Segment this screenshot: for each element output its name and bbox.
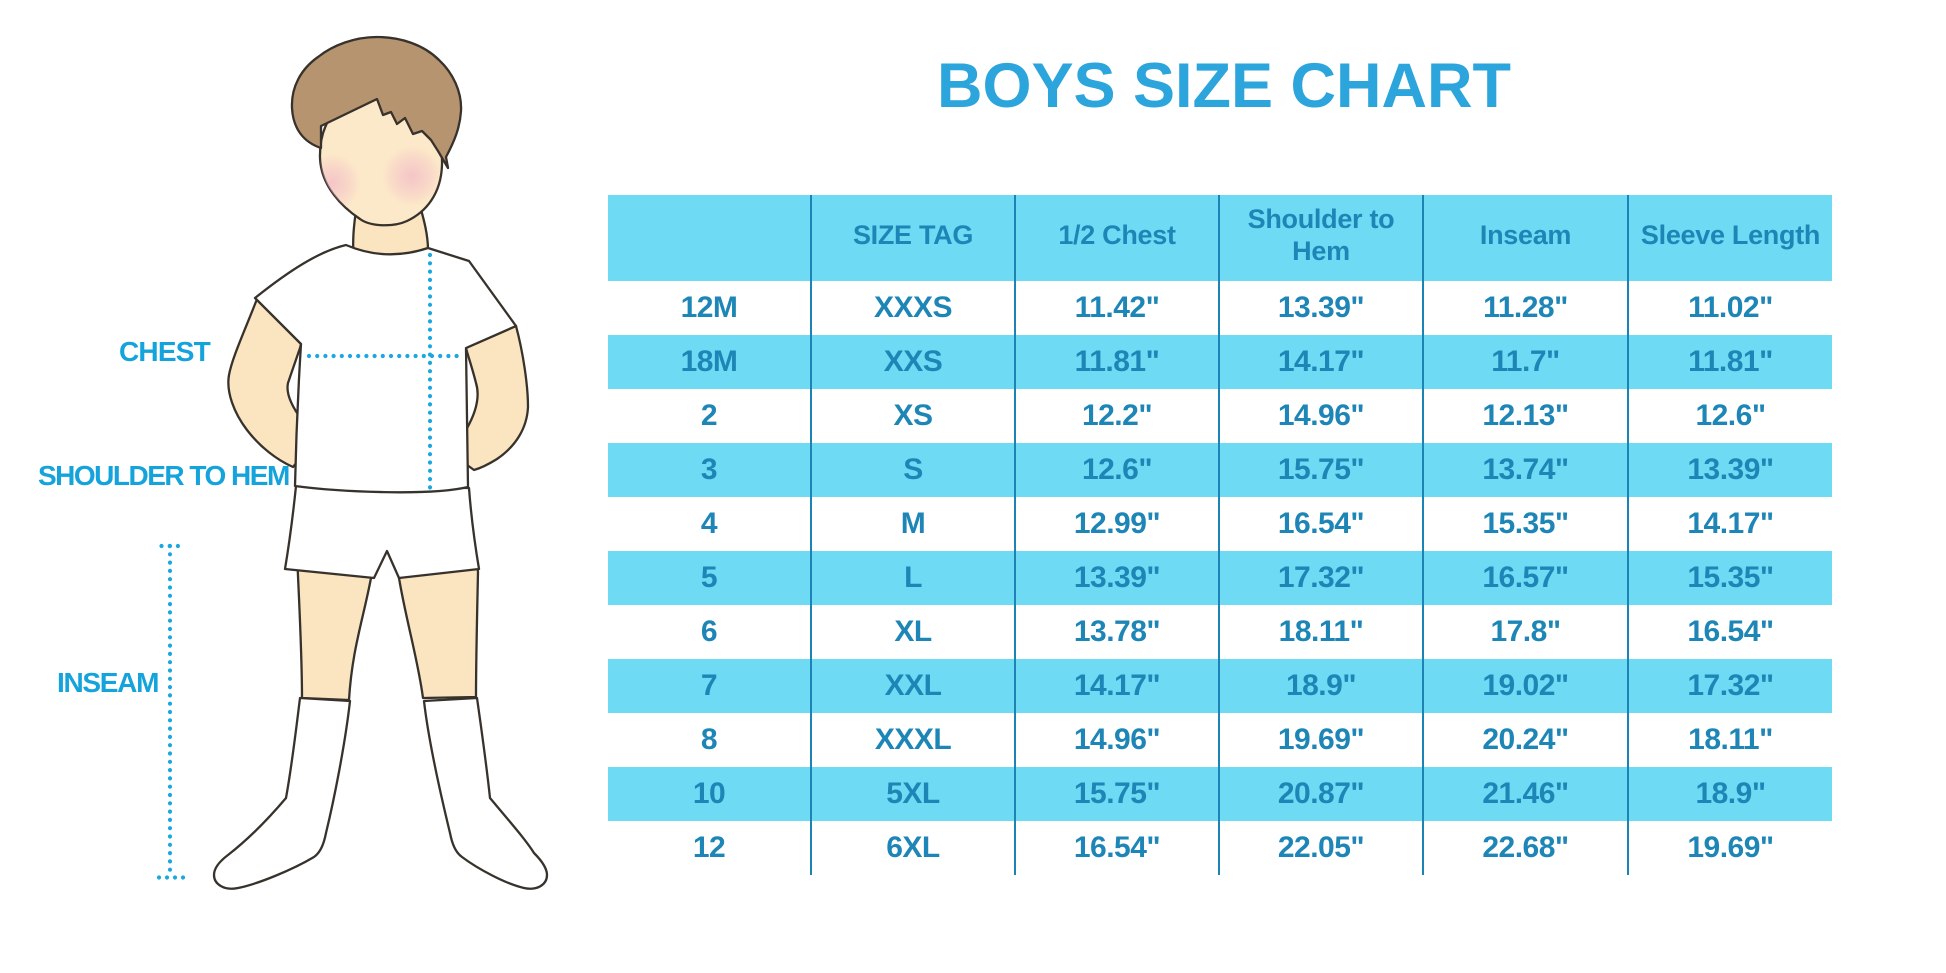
svg-text:CHEST: CHEST (119, 336, 211, 367)
svg-text:INSEAM: INSEAM (57, 667, 158, 698)
svg-text:SHOULDER TO HEM: SHOULDER TO HEM (38, 460, 289, 491)
